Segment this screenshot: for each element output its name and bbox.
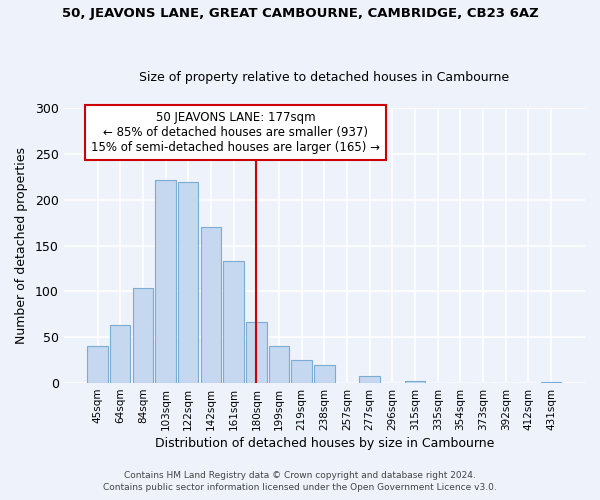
Text: 50, JEAVONS LANE, GREAT CAMBOURNE, CAMBRIDGE, CB23 6AZ: 50, JEAVONS LANE, GREAT CAMBOURNE, CAMBR…	[62, 8, 538, 20]
Y-axis label: Number of detached properties: Number of detached properties	[15, 147, 28, 344]
Title: Size of property relative to detached houses in Cambourne: Size of property relative to detached ho…	[139, 70, 509, 84]
Bar	[201, 228, 221, 383]
Bar	[292, 360, 312, 383]
Bar	[405, 381, 425, 383]
Bar	[359, 376, 380, 383]
Bar	[110, 326, 130, 383]
Bar	[541, 382, 562, 383]
X-axis label: Distribution of detached houses by size in Cambourne: Distribution of detached houses by size …	[155, 437, 494, 450]
Bar	[133, 288, 153, 383]
Text: Contains HM Land Registry data © Crown copyright and database right 2024.
Contai: Contains HM Land Registry data © Crown c…	[103, 471, 497, 492]
Text: 50 JEAVONS LANE: 177sqm
← 85% of detached houses are smaller (937)
15% of semi-d: 50 JEAVONS LANE: 177sqm ← 85% of detache…	[91, 111, 380, 154]
Bar	[246, 322, 266, 383]
Bar	[269, 346, 289, 383]
Bar	[155, 180, 176, 383]
Bar	[223, 261, 244, 383]
Bar	[178, 182, 199, 383]
Bar	[88, 346, 108, 383]
Bar	[314, 364, 335, 383]
